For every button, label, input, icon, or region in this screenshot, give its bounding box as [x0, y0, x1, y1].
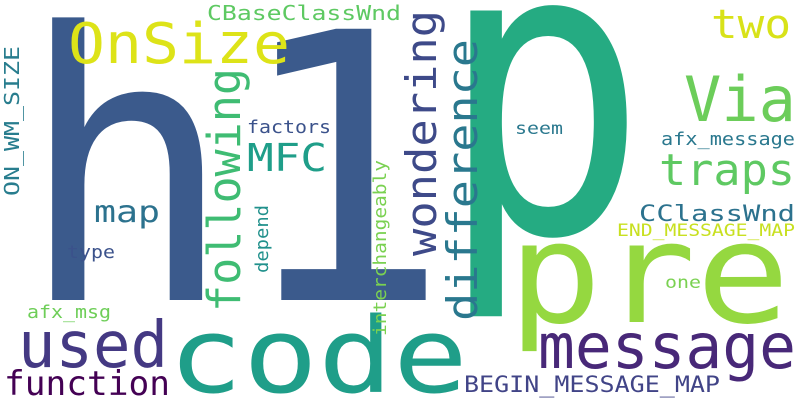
word: message: [538, 310, 796, 383]
word: traps: [659, 145, 795, 196]
word: ON_WM_SIZE: [0, 46, 24, 196]
word: code: [168, 295, 468, 400]
word: depend: [252, 205, 273, 273]
word: factors: [247, 117, 331, 138]
word: following: [198, 68, 251, 312]
word: OnSize: [68, 12, 290, 77]
word: pre: [508, 193, 790, 356]
word: map: [94, 195, 160, 230]
word: afx_message: [661, 129, 795, 150]
word: afx_msg: [27, 302, 111, 323]
word: BEGIN_MESSAGE_MAP: [464, 373, 720, 398]
word: seem: [515, 119, 563, 139]
word: END_MESSAGE_MAP: [617, 221, 795, 241]
word: used: [18, 309, 168, 383]
word: type: [67, 242, 115, 263]
word: two: [711, 2, 791, 48]
word: Via: [684, 63, 796, 136]
word: MFC: [247, 136, 327, 180]
word: interchangeably: [370, 160, 391, 336]
word: CBaseClassWnd: [207, 1, 401, 25]
word: one: [665, 273, 701, 293]
word: function: [4, 364, 170, 400]
word: p: [438, 0, 648, 328]
word: difference: [438, 39, 487, 321]
word: h1: [18, 0, 450, 388]
word: wondering: [397, 10, 446, 256]
word: CClassWnd: [639, 202, 795, 227]
